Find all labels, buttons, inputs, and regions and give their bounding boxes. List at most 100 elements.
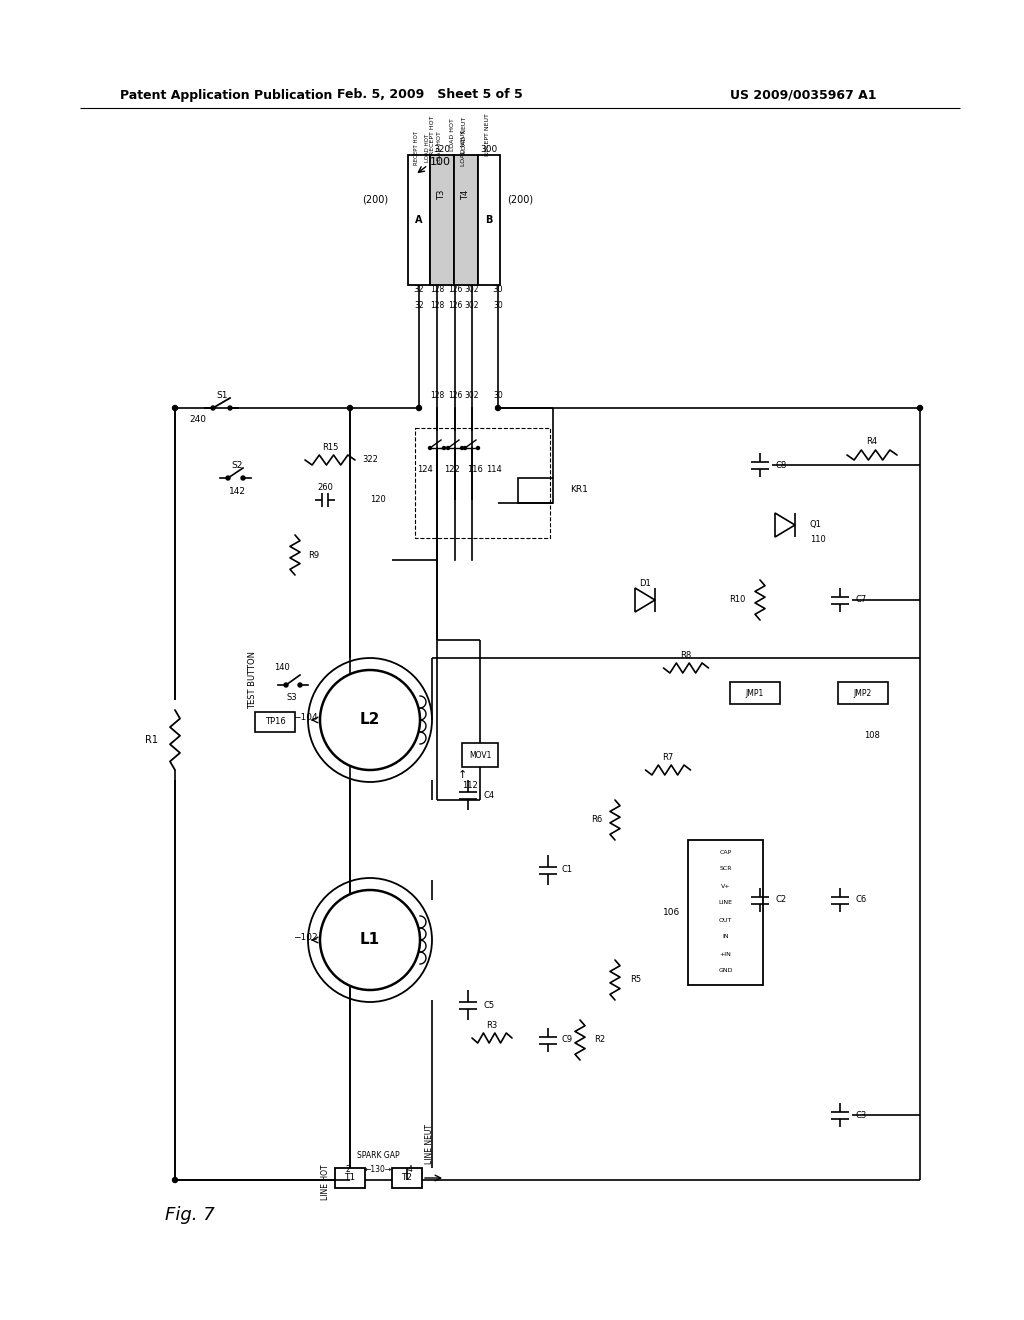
Text: T2: T2 [401, 1173, 413, 1183]
Text: C6: C6 [855, 895, 866, 904]
Text: KR1: KR1 [570, 486, 588, 495]
Circle shape [464, 446, 467, 450]
Text: D1: D1 [639, 579, 651, 589]
Text: Patent Application Publication: Patent Application Publication [120, 88, 333, 102]
Text: Fig. 7: Fig. 7 [165, 1206, 215, 1224]
Circle shape [918, 405, 923, 411]
Bar [454, 154, 478, 285]
Text: S3: S3 [287, 693, 297, 702]
Text: ←130→: ←130→ [365, 1166, 391, 1175]
Circle shape [417, 405, 422, 411]
Circle shape [347, 405, 352, 411]
Circle shape [461, 446, 464, 450]
Text: JMP2: JMP2 [854, 689, 872, 697]
Text: 322: 322 [362, 455, 378, 465]
Text: 32: 32 [414, 301, 424, 309]
Bar [415, 428, 550, 539]
Circle shape [211, 407, 215, 411]
Bar [335, 1168, 365, 1188]
Circle shape [428, 446, 431, 450]
Bar [730, 682, 780, 704]
Bar [518, 478, 553, 503]
Text: R2: R2 [594, 1035, 605, 1044]
Bar [688, 840, 763, 985]
Circle shape [442, 446, 445, 450]
Text: 126: 126 [447, 391, 462, 400]
Bar [462, 743, 498, 767]
Text: 30: 30 [494, 391, 503, 400]
Text: (200): (200) [507, 195, 534, 205]
Text: 128: 128 [430, 301, 444, 309]
Text: 260: 260 [317, 483, 333, 492]
Bar [392, 1168, 422, 1188]
Text: R3: R3 [486, 1020, 498, 1030]
Text: R9: R9 [308, 550, 319, 560]
Text: C3: C3 [855, 1110, 866, 1119]
Text: 320: 320 [433, 145, 451, 154]
Text: −104: −104 [293, 714, 318, 722]
Bar [838, 682, 888, 704]
Text: C2: C2 [775, 895, 786, 904]
Text: 126: 126 [447, 285, 462, 294]
Text: GND: GND [718, 969, 733, 974]
Circle shape [476, 446, 479, 450]
Bar [478, 154, 500, 285]
Text: 100: 100 [430, 157, 451, 168]
Text: JMP1: JMP1 [745, 689, 764, 697]
Text: LINE: LINE [719, 900, 732, 906]
Text: 124: 124 [417, 466, 433, 474]
Text: B: B [485, 215, 493, 224]
Text: LOAD NEUT: LOAD NEUT [462, 117, 467, 153]
Text: R4: R4 [866, 437, 878, 446]
Text: 142: 142 [228, 487, 246, 495]
Text: C5: C5 [484, 1001, 496, 1010]
Text: C8: C8 [775, 461, 786, 470]
Circle shape [298, 682, 302, 686]
Circle shape [226, 477, 230, 480]
Text: LINE NEUT: LINE NEUT [426, 1125, 434, 1164]
Text: US 2009/0035967 A1: US 2009/0035967 A1 [730, 88, 877, 102]
Text: S1: S1 [216, 391, 227, 400]
Text: OUT: OUT [719, 917, 732, 923]
Text: S2: S2 [231, 461, 243, 470]
Text: V+: V+ [721, 883, 730, 888]
Text: 30: 30 [493, 285, 504, 294]
Text: 114: 114 [486, 466, 502, 474]
Text: 106: 106 [663, 908, 680, 917]
Text: RECEPT HOT: RECEPT HOT [414, 131, 419, 165]
Text: C9: C9 [562, 1035, 573, 1044]
Text: R10: R10 [729, 595, 745, 605]
Text: 122: 122 [444, 466, 460, 474]
Text: 2: 2 [346, 1166, 350, 1175]
Text: 126: 126 [447, 301, 462, 309]
Text: MOV1: MOV1 [469, 751, 492, 759]
Text: R15: R15 [322, 444, 338, 453]
Circle shape [446, 446, 450, 450]
Circle shape [172, 405, 177, 411]
Circle shape [496, 405, 501, 411]
Text: 110: 110 [810, 536, 825, 544]
Circle shape [241, 477, 245, 480]
Text: RECEPT NEUT: RECEPT NEUT [485, 114, 490, 157]
Text: ↑: ↑ [458, 770, 467, 780]
Text: 30: 30 [494, 301, 503, 309]
Text: 112: 112 [462, 780, 478, 789]
Text: 302: 302 [465, 301, 479, 309]
Text: A: A [416, 215, 423, 224]
Text: +IN: +IN [720, 952, 731, 957]
Text: 302: 302 [465, 391, 479, 400]
Text: T1: T1 [344, 1173, 355, 1183]
Text: 120: 120 [370, 495, 386, 504]
Text: 4: 4 [408, 1166, 413, 1175]
Text: IN: IN [722, 935, 729, 940]
Text: 300: 300 [480, 145, 498, 154]
Text: SPARK GAP: SPARK GAP [356, 1151, 399, 1159]
Text: RECEPT HOT: RECEPT HOT [430, 115, 435, 154]
Text: 128: 128 [430, 285, 444, 294]
Text: R5: R5 [630, 975, 641, 985]
Text: TP16: TP16 [264, 718, 286, 726]
Text: 128: 128 [430, 391, 444, 400]
Text: SCR: SCR [719, 866, 732, 871]
Circle shape [284, 682, 288, 686]
Text: 302: 302 [465, 285, 479, 294]
